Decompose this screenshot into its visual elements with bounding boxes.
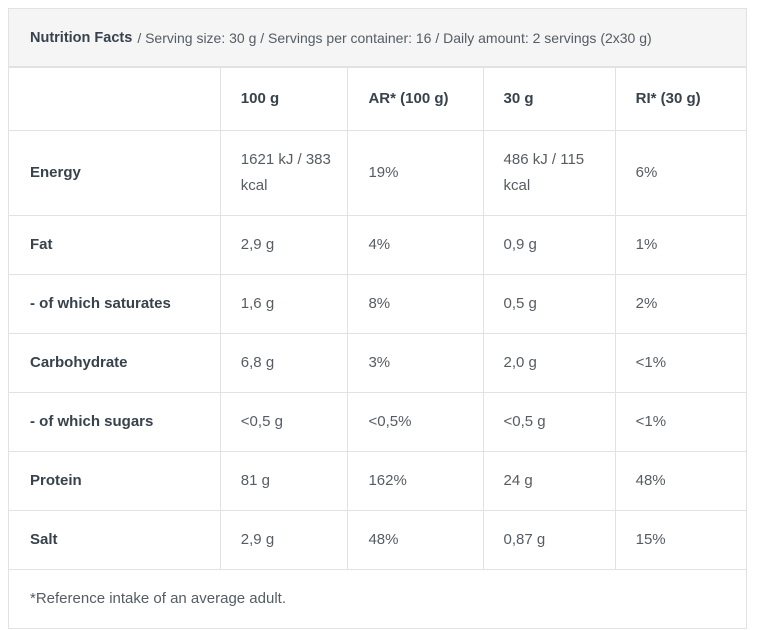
nutrition-table: 100 g AR* (100 g) 30 g RI* (30 g) Energy… — [8, 67, 748, 629]
value-ri: 6% — [614, 130, 748, 216]
table-row-salt: Salt 2,9 g 48% 0,87 g 15% — [8, 510, 748, 570]
value-100g: 2,9 g — [219, 510, 349, 570]
value-ar: 4% — [347, 215, 484, 275]
row-label: Protein — [8, 451, 221, 511]
value-30g: 0,87 g — [482, 510, 616, 570]
col-header-empty — [8, 67, 221, 131]
nutrition-title: Nutrition Facts — [30, 29, 133, 46]
col-header-ri30g: RI* (30 g) — [614, 67, 748, 131]
value-ar: <0,5% — [347, 392, 484, 452]
value-100g: 81 g — [219, 451, 349, 511]
serving-info: / Serving size: 30 g / Servings per cont… — [137, 29, 652, 46]
value-100g: 1621 kJ / 383 kcal — [219, 130, 349, 216]
value-ri: 2% — [614, 274, 748, 334]
value-30g: <0,5 g — [482, 392, 616, 452]
table-row-energy: Energy 1621 kJ / 383 kcal 19% 486 kJ / 1… — [8, 130, 748, 216]
value-ar: 162% — [347, 451, 484, 511]
footnote-row: *Reference intake of an average adult. — [8, 569, 747, 629]
value-ri: <1% — [614, 333, 748, 393]
value-100g: 6,8 g — [219, 333, 349, 393]
col-header-100g: 100 g — [219, 67, 349, 131]
value-ri: 15% — [614, 510, 748, 570]
value-ri: <1% — [614, 392, 748, 452]
table-row-carbohydrate: Carbohydrate 6,8 g 3% 2,0 g <1% — [8, 333, 748, 393]
value-30g: 2,0 g — [482, 333, 616, 393]
value-100g: 1,6 g — [219, 274, 349, 334]
value-ar: 19% — [347, 130, 484, 216]
nutrition-header-band: Nutrition Facts / Serving size: 30 g / S… — [8, 8, 747, 67]
value-ar: 8% — [347, 274, 484, 334]
table-row-saturates: - of which saturates 1,6 g 8% 0,5 g 2% — [8, 274, 748, 334]
column-header-row: 100 g AR* (100 g) 30 g RI* (30 g) — [8, 67, 748, 131]
row-label: Fat — [8, 215, 221, 275]
value-100g: 2,9 g — [219, 215, 349, 275]
table-row-sugars: - of which sugars <0,5 g <0,5% <0,5 g <1… — [8, 392, 748, 452]
value-ri: 1% — [614, 215, 748, 275]
table-row-protein: Protein 81 g 162% 24 g 48% — [8, 451, 748, 511]
table-row-fat: Fat 2,9 g 4% 0,9 g 1% — [8, 215, 748, 275]
value-30g: 0,9 g — [482, 215, 616, 275]
row-label: Salt — [8, 510, 221, 570]
value-30g: 486 kJ / 115 kcal — [482, 130, 616, 216]
value-ar: 48% — [347, 510, 484, 570]
row-label: Energy — [8, 130, 221, 216]
value-ri: 48% — [614, 451, 748, 511]
col-header-ar100g: AR* (100 g) — [347, 67, 484, 131]
value-30g: 24 g — [482, 451, 616, 511]
col-header-30g: 30 g — [482, 67, 616, 131]
value-30g: 0,5 g — [482, 274, 616, 334]
value-ar: 3% — [347, 333, 484, 393]
row-label: Carbohydrate — [8, 333, 221, 393]
row-label: - of which saturates — [8, 274, 221, 334]
row-label: - of which sugars — [8, 392, 221, 452]
value-100g: <0,5 g — [219, 392, 349, 452]
footnote: *Reference intake of an average adult. — [8, 569, 747, 629]
